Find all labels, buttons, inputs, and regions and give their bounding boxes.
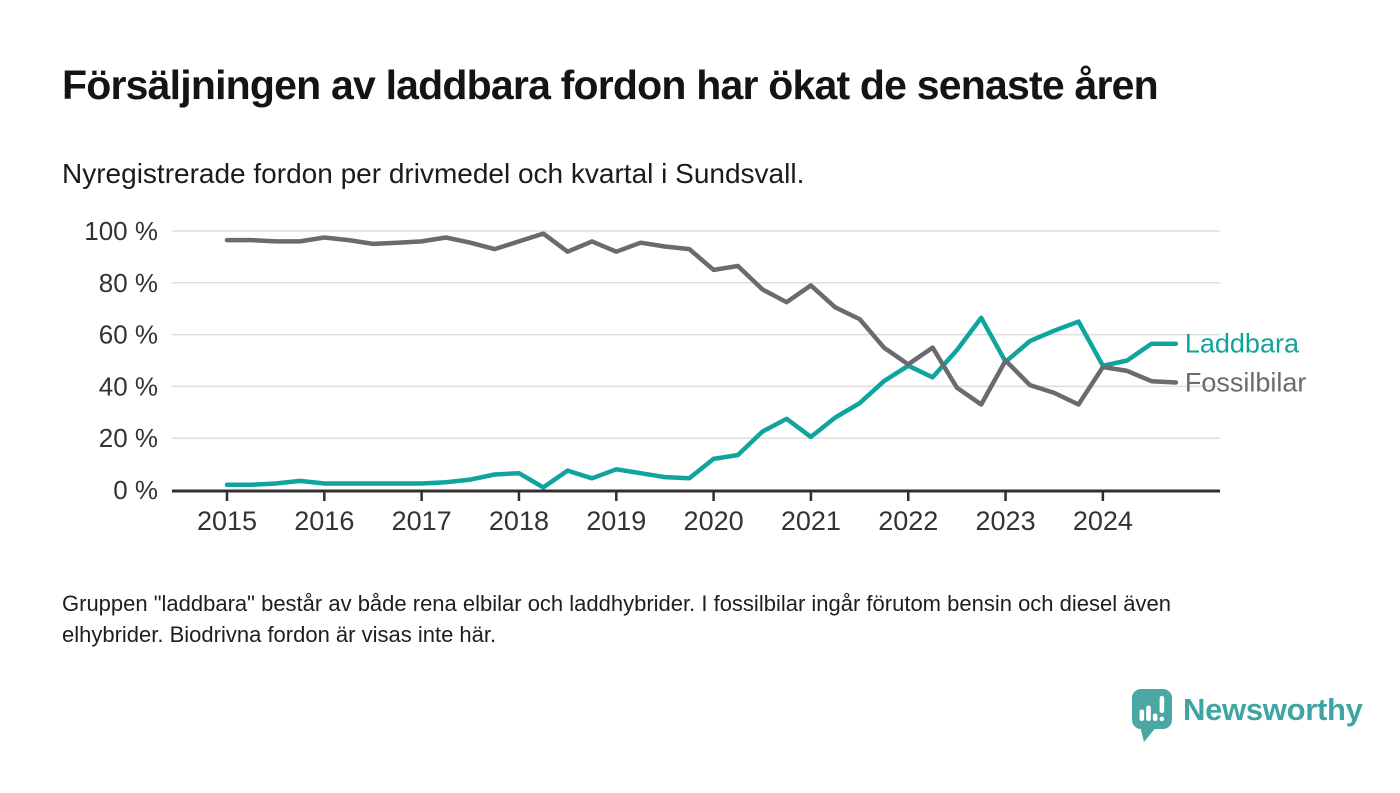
gridlines (172, 230, 1220, 439)
newsworthy-marker-bar-chart-icon (1132, 689, 1172, 742)
newsworthy-logo-text: Newsworthy (1183, 692, 1363, 727)
newsworthy-logo: Newsworthy (1131, 688, 1363, 744)
x-axis-tick-label: 2015 (197, 506, 257, 536)
series-label-laddbara: Laddbara (1185, 329, 1300, 359)
y-axis-tick-label: 100 % (84, 216, 158, 246)
x-axis-tick-label: 2016 (294, 506, 354, 536)
y-axis-tick-label: 80 % (99, 268, 158, 298)
x-axis-tick-label: 2018 (489, 506, 549, 536)
x-axis-tick-label: 2023 (976, 506, 1036, 536)
series-line-laddbara (224, 315, 1179, 490)
footnote-line-2: elhybrider. Biodrivna fordon är visas in… (62, 622, 497, 647)
footnote: Gruppen "laddbara" består av både rena e… (62, 588, 1302, 650)
line-chart: 100 % 80 % 60 % 40 % 20 % 0 % 2015 2016 2017 2018… (84, 216, 1307, 536)
x-axis-tick-label: 2020 (684, 506, 744, 536)
x-axis-tick-label: 2022 (878, 506, 938, 536)
y-axis-tick-label: 60 % (99, 320, 158, 350)
line-chart-canvas: 100 % 80 % 60 % 40 % 20 % 0 % 2015 2016 2017 2018… (84, 216, 1307, 536)
y-axis-tick-label: 0 % (113, 475, 158, 505)
series-label-fossilbilar: Fossilbilar (1185, 368, 1307, 398)
y-axis-labels: 100 % 80 % 60 % 40 % 20 % 0 % (84, 216, 158, 505)
x-axis-ticks: 2015 2016 2017 2018 2019 2020 2021 2022 2023 2024 (197, 492, 1133, 536)
series-line-fossilbilar (224, 231, 1179, 407)
x-axis-tick-label: 2019 (586, 506, 646, 536)
chart-subtitle: Nyregistrerade fordon per drivmedel och … (62, 158, 805, 189)
x-axis-tick-label: 2017 (392, 506, 452, 536)
chart-title: Försäljningen av laddbara fordon har öka… (62, 62, 1159, 108)
footnote-line-1: Gruppen "laddbara" består av både rena e… (62, 591, 1171, 616)
x-axis-tick-label: 2024 (1073, 506, 1133, 536)
y-axis-tick-label: 40 % (99, 371, 158, 401)
x-axis-tick-label: 2021 (781, 506, 841, 536)
y-axis-tick-label: 20 % (99, 423, 158, 453)
